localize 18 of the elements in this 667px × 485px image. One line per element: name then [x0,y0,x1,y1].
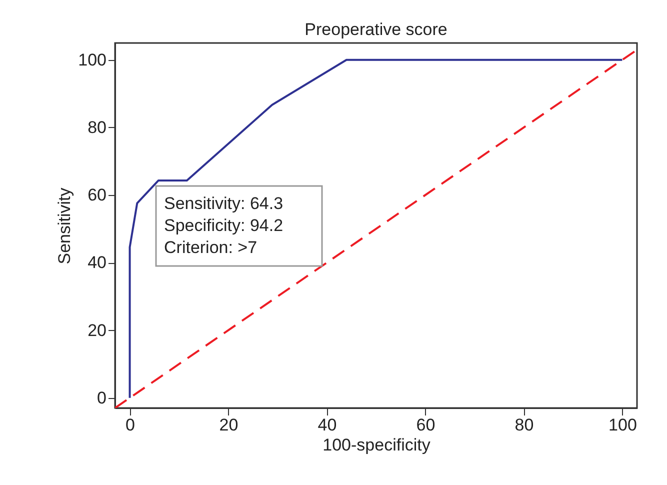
y-tick-label: 100 [78,50,106,70]
chart-title: Preoperative score [304,20,448,39]
y-tick-label: 20 [88,320,106,340]
annotation: Sensitivity: 64.3 [164,194,284,213]
y-tick-label: 80 [88,118,106,137]
annotation: Criterion: >7 [164,238,258,257]
x-tick-label: 0 [126,416,136,434]
annotation: Specificity: 94.2 [164,216,284,235]
y-tick-label: 40 [88,253,106,272]
x-tick-label: 60 [416,416,436,434]
x-tick-label: 20 [219,416,238,434]
y-tick-label: 60 [88,186,106,205]
x-tick-label: 80 [514,416,534,434]
y-tick-label: 0 [97,388,106,408]
y-axis-title: Sensitivity [55,187,74,264]
x-tick-label: 100 [608,416,637,434]
x-axis-title: 100-specificity [322,436,431,454]
x-tick-label: 40 [318,416,337,434]
